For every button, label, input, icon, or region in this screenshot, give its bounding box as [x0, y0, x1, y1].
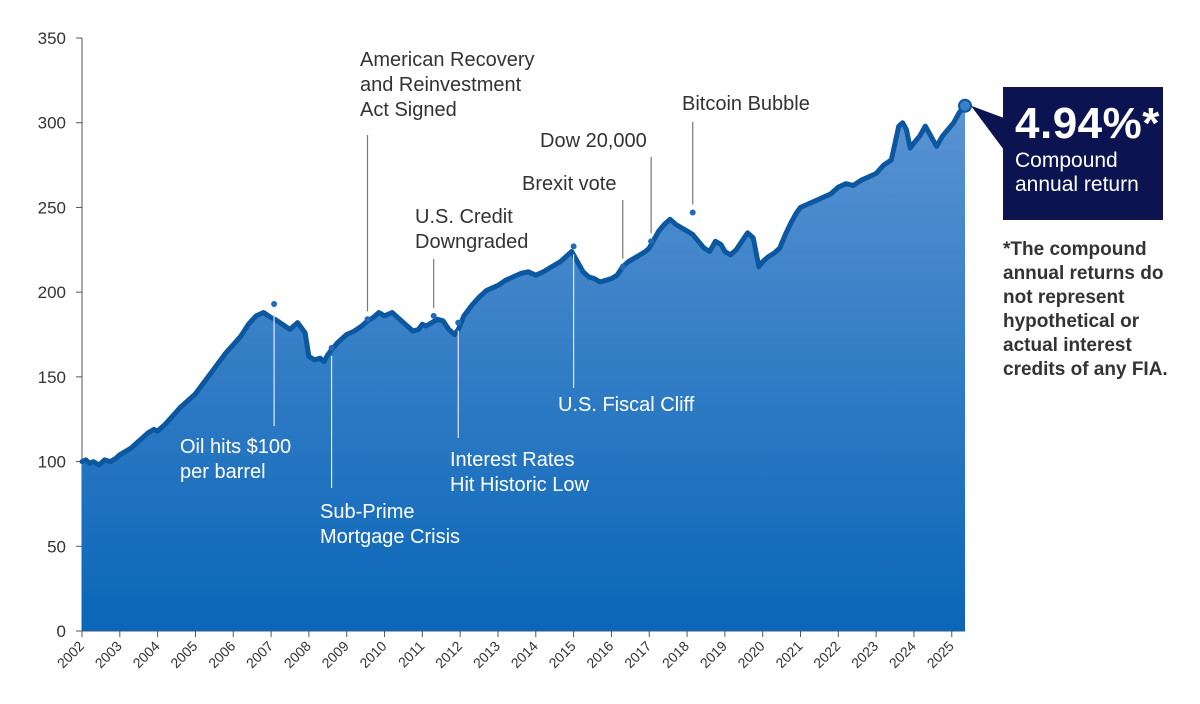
annotation: U.S. Credit Downgraded	[415, 206, 528, 319]
annotation: Interest Rates Hit Historic Low	[450, 319, 589, 496]
annotation: Dow 20,000	[540, 130, 655, 245]
y-axis: 0 50 100 150 200 250 300 350	[38, 29, 83, 641]
annotation-point	[619, 263, 626, 270]
endpoint-marker	[958, 98, 972, 113]
x-axis: 2002 2003 2004 2005 2006 2007 2008 2009 2010 2011…	[54, 630, 965, 671]
x-tick-label: 2003	[92, 638, 125, 671]
callout-value: 4.94%*	[1015, 99, 1160, 148]
annotation-label: Brexit vote	[522, 173, 616, 195]
y-tick-label: 300	[38, 114, 66, 133]
annotation-point	[570, 243, 577, 250]
annotation-label: Oil hits $100 per barrel	[180, 436, 291, 483]
x-tick-label: 2017	[621, 638, 654, 671]
y-tick-label: 150	[38, 368, 66, 387]
x-tick-label: 2009	[318, 638, 351, 671]
x-tick-label: 2021	[772, 638, 805, 671]
y-tick-label: 250	[38, 198, 66, 217]
x-tick-label: 2012	[432, 638, 465, 671]
y-tick-label: 350	[38, 29, 66, 48]
annotation: American Recovery and Reinvestment Act Sig…	[360, 49, 535, 323]
annotation-label: Dow 20,000	[540, 130, 647, 152]
x-tick-label: 2013	[470, 638, 503, 671]
x-tick-label: 2016	[583, 638, 616, 671]
series-area-fill	[82, 105, 965, 632]
x-tick-label: 2020	[734, 638, 767, 671]
x-tick-label: 2018	[659, 638, 692, 671]
x-tick-label: 2022	[810, 638, 843, 671]
annotation: Oil hits $100 per barrel	[180, 301, 291, 483]
annotation-label: U.S. Fiscal Cliff	[558, 394, 695, 416]
x-tick-label: 2002	[54, 638, 87, 671]
y-tick-label: 50	[47, 537, 66, 556]
return-callout: 4.94%* Compound annual return	[1003, 87, 1163, 220]
callout-pointer	[971, 105, 1004, 150]
annotation-point	[364, 316, 371, 323]
annotation-label: Sub-Prime Mortgage Crisis	[320, 501, 460, 548]
x-tick-label: 2015	[545, 638, 578, 671]
annotation-label: Interest Rates Hit Historic Low	[450, 449, 589, 496]
x-tick-label: 2007	[243, 638, 276, 671]
x-tick-label: 2008	[281, 638, 314, 671]
annotation-label: Bitcoin Bubble	[682, 93, 810, 115]
x-tick-label: 2004	[129, 638, 162, 671]
x-tick-label: 2019	[697, 638, 730, 671]
x-tick-label: 2005	[167, 638, 200, 671]
x-tick-label: 2023	[848, 638, 881, 671]
y-tick-label: 0	[57, 622, 66, 641]
annotation-point	[689, 209, 696, 216]
series-area	[79, 98, 1004, 632]
annotation: Sub-Prime Mortgage Crisis	[320, 345, 460, 548]
x-tick-label: 2024	[886, 638, 919, 671]
annotation-point	[271, 301, 278, 308]
series-line	[79, 103, 968, 468]
annotation: U.S. Fiscal Cliff	[558, 243, 695, 416]
footnote: *The compound annual returns do not repr…	[1003, 239, 1168, 380]
annotation-point	[430, 312, 437, 319]
annotation-label: American Recovery and Reinvestment Act Sig…	[360, 49, 535, 121]
annotation-point	[455, 319, 462, 326]
annotation-point	[328, 345, 335, 352]
x-tick-label: 2025	[924, 638, 957, 671]
x-tick-label: 2014	[508, 638, 541, 671]
x-tick-label: 2006	[205, 638, 238, 671]
y-tick-label: 200	[38, 283, 66, 302]
annotation-label: U.S. Credit Downgraded	[415, 206, 528, 253]
annotation: Brexit vote	[522, 173, 626, 270]
annotation: Bitcoin Bubble	[682, 93, 810, 216]
annotations: Oil hits $100 per barrel Sub-Prime Mortgage…	[180, 49, 810, 548]
annotation-point	[648, 238, 655, 245]
x-tick-label: 2010	[356, 638, 389, 671]
callout-label: Compound annual return	[1015, 149, 1139, 196]
x-tick-label: 2011	[395, 638, 428, 671]
y-tick-label: 100	[38, 453, 66, 472]
